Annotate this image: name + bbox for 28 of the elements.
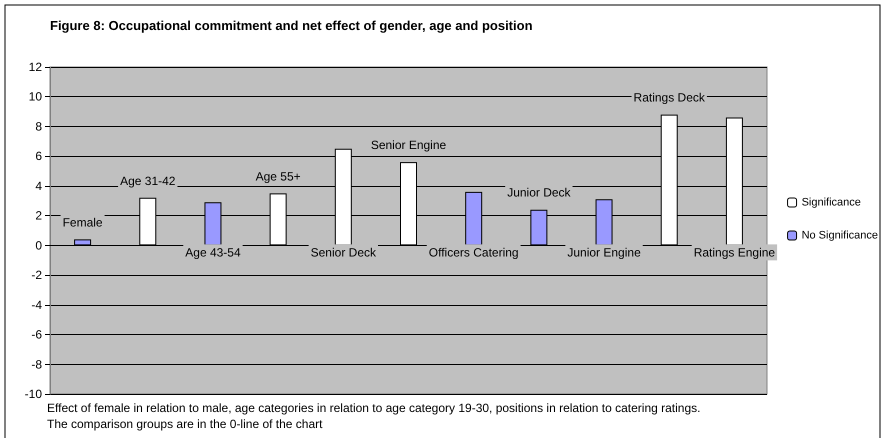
y-tick-label: -8 <box>31 357 42 372</box>
y-tick-label: -6 <box>31 328 42 342</box>
legend-label: No Significance <box>802 230 878 242</box>
y-tick-label: 10 <box>28 90 42 104</box>
x-tick-label: Age 55+ <box>256 169 301 184</box>
x-tick-label: Age 31-42 <box>120 174 176 188</box>
x-tick-label: Female <box>62 215 103 230</box>
y-tick-label: 2 <box>35 208 42 223</box>
y-tick-label: 12 <box>28 60 42 74</box>
y-tick-label: -4 <box>31 298 42 312</box>
x-tick-label: Ratings Deck <box>634 90 706 105</box>
y-tick-label: -2 <box>31 268 42 282</box>
x-tick-label: Officers Catering <box>428 245 519 260</box>
chart-title: Figure 8: Occupational commitment and net effect of gender, age and position <box>50 18 533 33</box>
x-tick-label: Junior Deck <box>507 186 572 200</box>
y-tick-label: 8 <box>35 119 42 134</box>
text: Effect of female in relation to male, age categories in relation to age category 19-30, positions in relation to catering ratings. <box>47 401 700 415</box>
legend-label: Significance <box>802 196 861 208</box>
y-tick-label: -10 <box>24 387 42 401</box>
x-tick-label: Senior Deck <box>310 245 377 260</box>
y-tick-label: 6 <box>35 149 42 164</box>
x-tick-label: Senior Engine <box>370 138 447 152</box>
x-tick-label: Age 43-54 <box>185 245 241 260</box>
y-tick-label: 0 <box>35 238 42 252</box>
x-tick-label: Junior Engine <box>567 245 642 260</box>
text: The comparison groups are in the 0-line of the chart <box>47 417 324 431</box>
x-tick-label: Ratings Engine <box>694 245 776 260</box>
y-tick-label: 4 <box>35 178 42 193</box>
